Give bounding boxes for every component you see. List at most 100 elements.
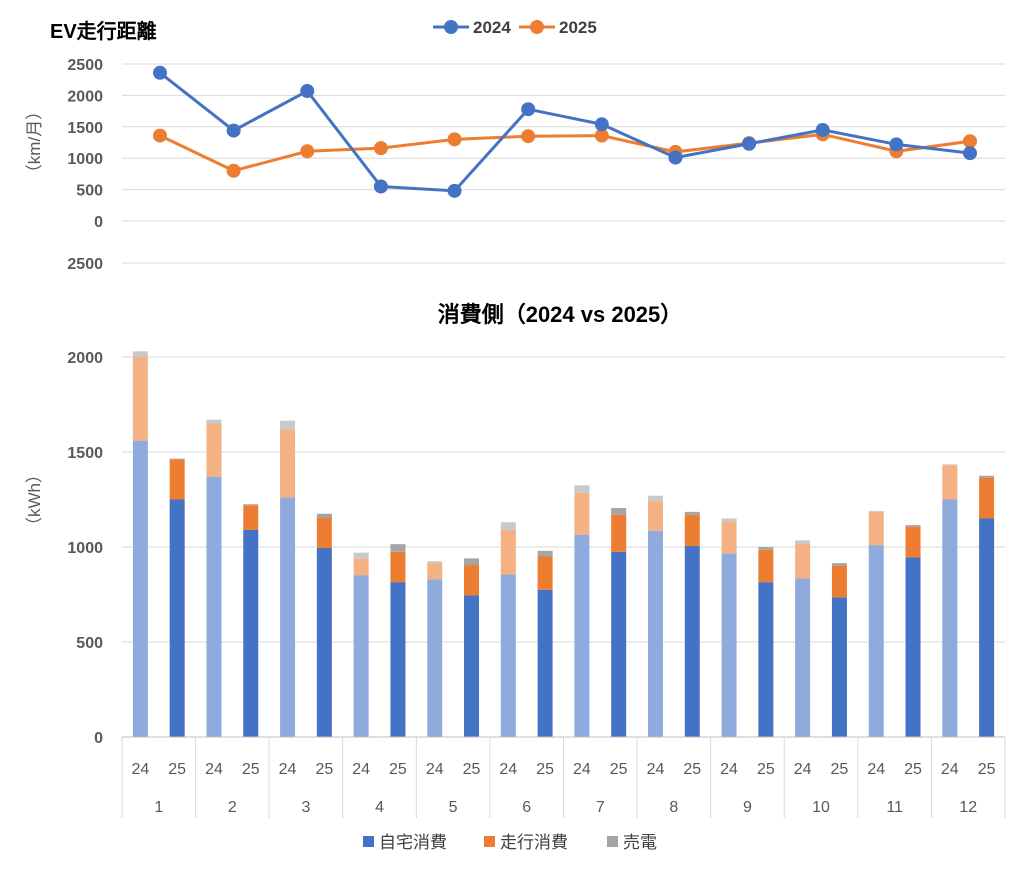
data-point-2024-4 xyxy=(373,179,388,194)
line-chart-ylabel: （km/月） xyxy=(25,103,44,181)
x-year-label: 24 xyxy=(647,761,665,778)
bar-sell-24-m10 xyxy=(795,540,811,544)
legend-home-swatch xyxy=(363,836,374,847)
data-point-2024-12 xyxy=(963,146,977,161)
bar-home-24-m12 xyxy=(942,499,958,737)
bar-drive-24-m5 xyxy=(427,563,443,580)
bar-drive-24-m2 xyxy=(206,423,222,477)
bar-home-24-m3 xyxy=(280,497,296,737)
bar-y-tick-label: 1000 xyxy=(67,540,103,557)
line-chart-series xyxy=(153,65,977,198)
x-year-label: 25 xyxy=(389,761,407,778)
bar-chart-x-axis: 24 25 1 24 25 2 24 25 3 24 25 4 24 25 5 24 25 6 24 25 7 24 25 8… xyxy=(121,736,1006,818)
bar-home-24-m5 xyxy=(427,579,443,737)
bar-drive-25-m12 xyxy=(979,477,995,519)
x-year-label: 24 xyxy=(720,761,738,778)
x-year-label: 24 xyxy=(573,761,591,778)
x-month-label: 6 xyxy=(522,799,531,816)
line-chart-title: EV走行距離 xyxy=(50,19,157,43)
data-point-2025-7 xyxy=(594,128,609,143)
bar-home-25-m1 xyxy=(169,499,185,737)
x-year-label: 24 xyxy=(279,761,297,778)
bar-drive-25-m8 xyxy=(684,514,700,547)
bar-sell-24-m3 xyxy=(280,420,296,430)
bar-home-24-m10 xyxy=(795,578,811,737)
bar-sell-25-m2 xyxy=(243,504,259,506)
bar-sell-25-m3 xyxy=(316,513,332,518)
data-point-2024-2 xyxy=(226,123,241,138)
bar-sell-24-m9 xyxy=(721,518,737,522)
x-year-label: 24 xyxy=(131,761,149,778)
bar-home-25-m7 xyxy=(611,551,627,737)
bar-home-24-m4 xyxy=(353,575,369,737)
bar-sell-24-m6 xyxy=(500,522,516,530)
data-point-2024-8 xyxy=(668,150,683,165)
x-year-label: 24 xyxy=(941,761,959,778)
legend-sell-swatch xyxy=(607,836,618,847)
bar-sell-25-m4 xyxy=(390,544,406,552)
bar-sell-24-m4 xyxy=(353,552,369,559)
data-point-2025-5 xyxy=(447,132,462,147)
x-month-label: 9 xyxy=(743,799,752,816)
legend-2024-label: 2024 xyxy=(473,18,511,37)
bar-chart-ylabel: （kWh） xyxy=(25,466,44,534)
line-chart-legend: 2024 2025 xyxy=(433,18,597,37)
bar-sell-25-m8 xyxy=(684,511,700,515)
bar-sell-24-m1 xyxy=(132,351,148,357)
bar-sell-25-m6 xyxy=(537,550,553,557)
bar-y-tick-label: 0 xyxy=(94,730,103,747)
bar-sell-25-m10 xyxy=(831,563,847,566)
bar-home-25-m12 xyxy=(979,518,995,737)
x-year-label: 25 xyxy=(757,761,775,778)
x-year-label: 24 xyxy=(205,761,223,778)
data-point-2025-6 xyxy=(521,129,536,144)
data-point-2024-3 xyxy=(300,84,315,99)
bar-drive-25-m4 xyxy=(390,551,406,583)
line-y-tick-label: 1500 xyxy=(67,120,103,137)
data-point-2025-2 xyxy=(226,163,241,178)
x-month-label: 7 xyxy=(596,799,605,816)
bar-drive-25-m10 xyxy=(831,566,847,598)
legend-sell-label: 売電 xyxy=(623,833,657,852)
bar-home-25-m4 xyxy=(390,582,406,737)
x-month-label: 12 xyxy=(959,799,977,816)
x-month-label: 1 xyxy=(154,799,163,816)
line-y-tick-label: 2000 xyxy=(67,88,103,105)
data-point-2024-1 xyxy=(153,65,167,80)
bar-drive-25-m1 xyxy=(169,459,185,500)
data-point-2024-10 xyxy=(815,122,830,137)
bar-drive-24-m7 xyxy=(574,492,590,535)
bar-home-25-m9 xyxy=(758,582,774,737)
bar-home-24-m8 xyxy=(647,530,663,737)
data-point-2025-3 xyxy=(300,144,315,159)
bar-sell-25-m1 xyxy=(169,458,185,460)
bar-drive-25-m3 xyxy=(316,517,332,548)
x-year-label: 25 xyxy=(168,761,186,778)
x-month-label: 2 xyxy=(228,799,237,816)
bar-chart-legend: 自宅消費 走行消費 売電 xyxy=(363,833,657,852)
bar-drive-24-m10 xyxy=(795,543,811,579)
bar-home-24-m2 xyxy=(206,476,222,737)
x-year-label: 24 xyxy=(867,761,885,778)
bar-sell-25-m11 xyxy=(905,525,921,528)
legend-2024-marker xyxy=(444,20,458,34)
bar-sell-24-m2 xyxy=(206,419,222,424)
bar-sell-24-m7 xyxy=(574,485,590,493)
series-line-2025 xyxy=(159,132,971,173)
bar-drive-24-m6 xyxy=(500,529,516,575)
line-y-tick-label: 1000 xyxy=(67,151,103,168)
bar-home-24-m1 xyxy=(132,440,148,737)
bar-home-25-m6 xyxy=(537,589,553,737)
x-month-label: 3 xyxy=(302,799,311,816)
bar-chart-title: 消費側（2024 vs 2025） xyxy=(438,302,683,327)
bar-y-tick-label: 2000 xyxy=(67,350,103,367)
data-point-2024-9 xyxy=(742,136,757,151)
bar-home-25-m3 xyxy=(316,547,332,737)
bar-drive-24-m8 xyxy=(647,501,663,531)
data-point-2024-5 xyxy=(447,183,462,198)
line-extra-tick-label: 2500 xyxy=(67,256,103,273)
bar-drive-25-m11 xyxy=(905,527,921,558)
bar-home-24-m9 xyxy=(721,553,737,737)
x-year-label: 25 xyxy=(610,761,628,778)
